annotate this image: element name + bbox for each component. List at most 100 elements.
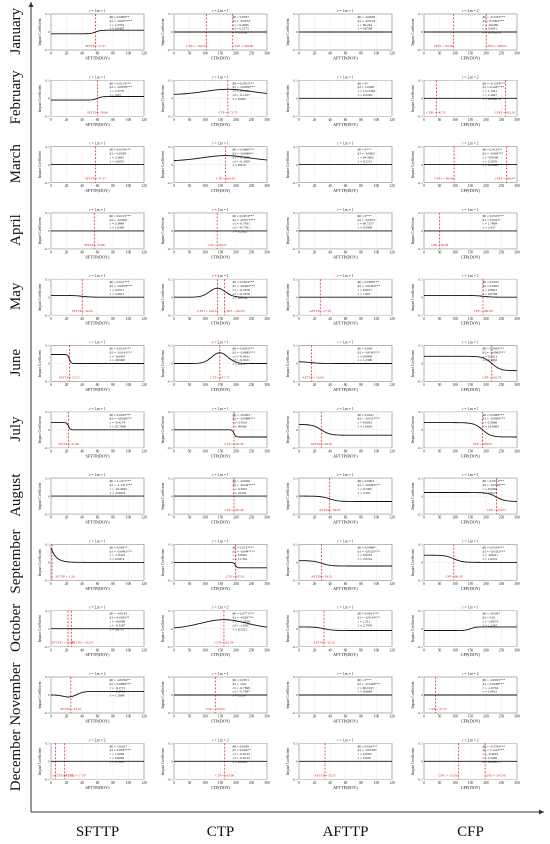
x-tick-label: 150 <box>468 251 474 255</box>
x-tick-label: 0 <box>423 648 425 652</box>
coefficient-stats: β0 = 0.0052***β1 = -0.0050***c1 = -0.145… <box>233 81 256 101</box>
month-label: April <box>8 214 24 246</box>
x-tick-label: 200 <box>483 251 489 255</box>
x-tick-label: 120 <box>389 582 395 586</box>
y-tick-label: 0.1 <box>169 344 174 348</box>
x-tick-label: 100 <box>126 715 132 719</box>
coefficient-stat: β0 = 0.0531*** <box>483 479 505 483</box>
x-tick-label: 100 <box>374 52 380 56</box>
x-tick-label: 300 <box>514 648 520 652</box>
x-tick-label: 80 <box>111 582 115 586</box>
y-axis-title: Impact Coefficient <box>411 284 415 311</box>
fitted-curve <box>174 287 267 298</box>
y-tick-label: 0 <box>421 97 423 101</box>
panel-title: r = 1,m = 2 <box>462 672 478 677</box>
coefficient-stat: β1 = -0.0685*** <box>233 350 256 354</box>
coefficient-stat: c2 = -0.1457 <box>233 93 251 97</box>
panel-title: r = 1,m = 1 <box>337 142 353 147</box>
y-axis-title: Impact Coefficient <box>411 549 415 576</box>
y-tick-label: -0.1 <box>417 645 423 649</box>
coefficient-stat: β0 = 0.0066*** <box>233 148 255 152</box>
x-tick-label: 100 <box>374 317 380 321</box>
x-tick-label: 300 <box>264 383 270 387</box>
x-axis-title: CFP(DOY) <box>461 453 481 458</box>
coefficient-stat: c = 66.1925 <box>358 686 374 690</box>
fitted-curve <box>424 554 517 563</box>
y-tick-label: -0.1 <box>417 115 423 119</box>
panel-title: r = 1,m = 1 <box>89 142 105 147</box>
x-tick-label: 0 <box>298 251 300 255</box>
x-tick-label: 200 <box>233 383 239 387</box>
x-tick-label: 40 <box>328 449 332 453</box>
panel-title: r = 1,m = 1 <box>89 75 105 80</box>
coefficient-stat: c = 0.9793 <box>358 553 373 557</box>
coefficient-stat: β1 = -0.9602 <box>358 152 376 156</box>
y-axis-title: Impact Coefficient <box>161 217 165 244</box>
coefficient-stat: β0 = 0.0071 <box>233 678 250 682</box>
coefficient-stat: β1 = -0.0072 <box>358 218 376 222</box>
x-tick-label: 120 <box>141 118 147 122</box>
x-tick-label: 300 <box>264 251 270 255</box>
coefficient-stats: β0 = 0.0319***β1 = -0.0322***c = -0.8417… <box>483 545 506 561</box>
y-tick-label: 0.1 <box>419 344 424 348</box>
y-tick-label: -0.1 <box>292 512 298 516</box>
x-tick-label: 120 <box>141 251 147 255</box>
coefficient-stat: c = 0.5313 <box>483 354 498 358</box>
panel-title: r = 1,m = 1 <box>89 473 105 478</box>
x-axis-title: AFTTP(DOY) <box>333 122 358 127</box>
panel-title: r = 1,m = 1 <box>337 9 353 14</box>
x-tick-label: 80 <box>359 317 363 321</box>
y-tick-label: 0.1 <box>419 543 424 547</box>
x-tick-label: 80 <box>111 781 115 785</box>
x-tick-label: 60 <box>96 118 100 122</box>
y-tick-label: -0.1 <box>44 313 50 317</box>
x-tick-label: 100 <box>374 184 380 188</box>
y-axis-title: Impact Coefficient <box>411 85 415 112</box>
panel-title: r = 1,m = 1 <box>89 407 105 412</box>
coefficient-stat: β0 = 0.0046* <box>358 545 376 549</box>
x-tick-label: 50 <box>438 251 442 255</box>
x-tick-label: 250 <box>249 317 255 321</box>
x-axis-title: SFTTP(DOY) <box>86 719 111 724</box>
x-tick-label: 150 <box>218 383 224 387</box>
x-tick-label: 300 <box>514 118 520 122</box>
coefficient-stat: β0 = 0.0120*** <box>110 347 132 351</box>
fitted-curve <box>51 294 144 298</box>
y-tick-label: -0.1 <box>44 512 50 516</box>
x-tick-label: 200 <box>483 648 489 652</box>
coefficient-stat: β0 = -0.0026 <box>233 479 251 483</box>
x-tick-label: 200 <box>233 582 239 586</box>
coefficient-stat: λ = 49566 <box>233 425 247 429</box>
coefficient-stats: β0 = 0.4122**β1 = -0.0647**c = -0.9306c … <box>483 148 504 168</box>
panel-title: r = 2,m = 1 <box>89 606 105 611</box>
x-tick-label: 40 <box>80 251 84 255</box>
y-tick-label: 0.1 <box>46 211 51 215</box>
fitted-curve <box>298 560 392 567</box>
y-axis-title: Impact Coefficient <box>286 217 290 244</box>
x-axis-title: AFTTP(DOY) <box>333 520 358 525</box>
coefficient-stat: λ = 0.00081 <box>483 163 500 167</box>
y-tick-label: 0 <box>296 30 298 34</box>
coefficient-stat: c = 64.5602 <box>358 155 374 159</box>
threshold-label: CTP = 197.81 <box>226 574 245 578</box>
panel-title: r = 1,m = 1 <box>89 9 105 14</box>
y-tick-label: 0 <box>48 561 50 565</box>
x-tick-label: 50 <box>438 317 442 321</box>
coefficient-stat: β1 = -0.0603*** <box>233 284 256 288</box>
x-tick-label: 100 <box>374 516 380 520</box>
panel-title: r = 1,m = 1 <box>337 75 353 80</box>
x-tick-label: 0 <box>423 383 425 387</box>
y-tick-label: 0.1 <box>294 410 299 414</box>
x-tick-label: 20 <box>313 449 317 453</box>
x-tick-label: 300 <box>514 383 520 387</box>
y-tick-label: 0 <box>171 561 173 565</box>
x-tick-label: 150 <box>218 52 224 56</box>
x-tick-label: 50 <box>188 52 192 56</box>
panel-title: r = 1,m = 1 <box>337 672 353 677</box>
x-tick-label: 300 <box>264 118 270 122</box>
threshold-label: AFTTP = 33.57 <box>314 773 336 777</box>
coefficient-stat: β0 = 0.0056*** <box>358 280 380 284</box>
